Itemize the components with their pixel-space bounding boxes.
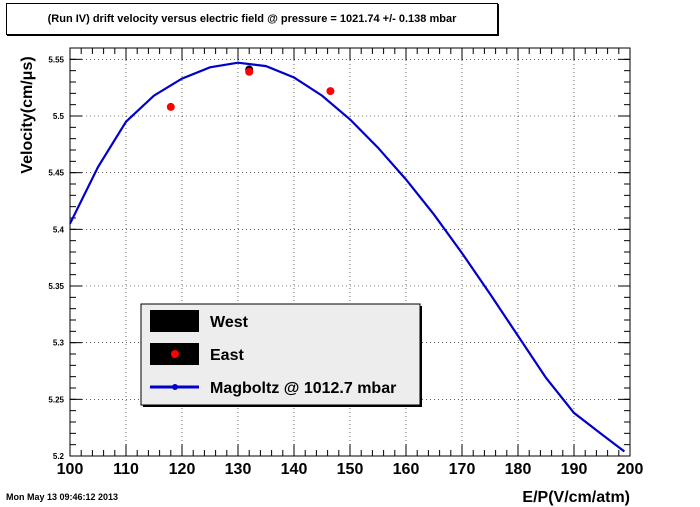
chart-title: (Run IV) drift velocity versus electric … [6, 3, 498, 35]
y-tick-label: 5.55 [48, 55, 64, 64]
x-tick-label: 100 [57, 461, 84, 478]
x-tick-label: 110 [113, 461, 139, 478]
x-tick-label: 160 [393, 461, 420, 478]
timestamp: Mon May 13 09:46:12 2013 [6, 492, 119, 502]
plot-area [69, 61, 626, 453]
x-tick-label: 170 [449, 461, 476, 478]
legend: West East Magboltz @ 1012.7 mbar [140, 303, 422, 407]
x-tick-label: 200 [617, 461, 644, 478]
series-line-magboltz [69, 61, 626, 453]
x-tick-label: 180 [505, 461, 532, 478]
x-tick-label: 140 [281, 461, 308, 478]
legend-label: East [210, 347, 244, 364]
legend-label: Magboltz @ 1012.7 mbar [210, 380, 396, 397]
legend-label: West [210, 314, 249, 331]
y-ticks: 5.2 5.25 5.3 5.35 5.4 5.45 5.5 5.55 [48, 47, 630, 461]
x-ticks: 100 110 120 130 140 150 160 170 180 190 200 [57, 48, 644, 478]
y-tick-label: 5.45 [48, 169, 64, 178]
data-point-east [166, 102, 175, 111]
x-tick-label: 130 [225, 461, 252, 478]
y-tick-label: 5.4 [53, 225, 65, 234]
legend-swatch-west [150, 310, 199, 332]
x-tick-label: 120 [169, 461, 196, 478]
data-point-east [326, 87, 335, 96]
y-axis-label: Velocity(cm/μs) [19, 56, 36, 173]
data-point-east [245, 67, 254, 76]
y-tick-label: 5.25 [48, 395, 64, 404]
y-tick-label: 5.3 [53, 339, 65, 348]
x-axis-label: E/P(V/cm/atm) [522, 489, 630, 506]
y-tick-label: 5.2 [53, 452, 65, 461]
legend-marker-east [171, 350, 179, 358]
x-tick-label: 190 [561, 461, 588, 478]
y-tick-label: 5.35 [48, 282, 64, 291]
legend-marker-magboltz [172, 384, 178, 390]
y-tick-label: 5.5 [53, 112, 65, 121]
x-tick-label: 150 [337, 461, 364, 478]
